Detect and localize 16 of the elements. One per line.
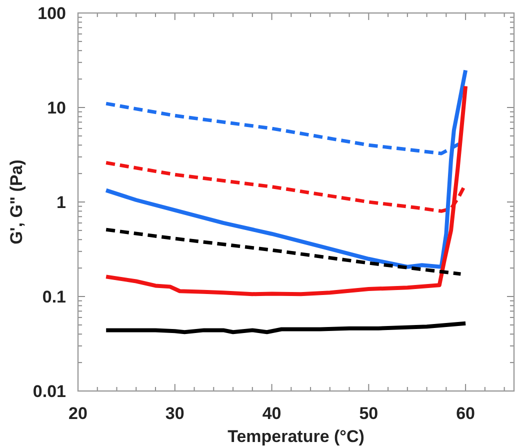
line-series [104, 321, 468, 334]
y-tick-label: 0.1 [42, 288, 66, 306]
x-tick-label: 60 [456, 404, 476, 423]
y-tick-label: 0.01 [32, 382, 66, 401]
line-series [104, 68, 468, 269]
x-tick-label: 40 [262, 404, 282, 423]
x-tick-label: 30 [165, 404, 184, 423]
x-tick-label: 50 [359, 404, 378, 423]
y-tick-label: 100 [38, 4, 66, 23]
y-tick-label: 1 [56, 193, 66, 212]
line-series [104, 84, 468, 296]
y-axis-title: G', G" (Pa) [7, 160, 26, 244]
x-axis-title: Temperature (°C) [228, 427, 364, 446]
x-tick-label: 20 [68, 404, 88, 423]
line-series [104, 228, 462, 276]
y-tick-label: 10 [47, 98, 66, 118]
